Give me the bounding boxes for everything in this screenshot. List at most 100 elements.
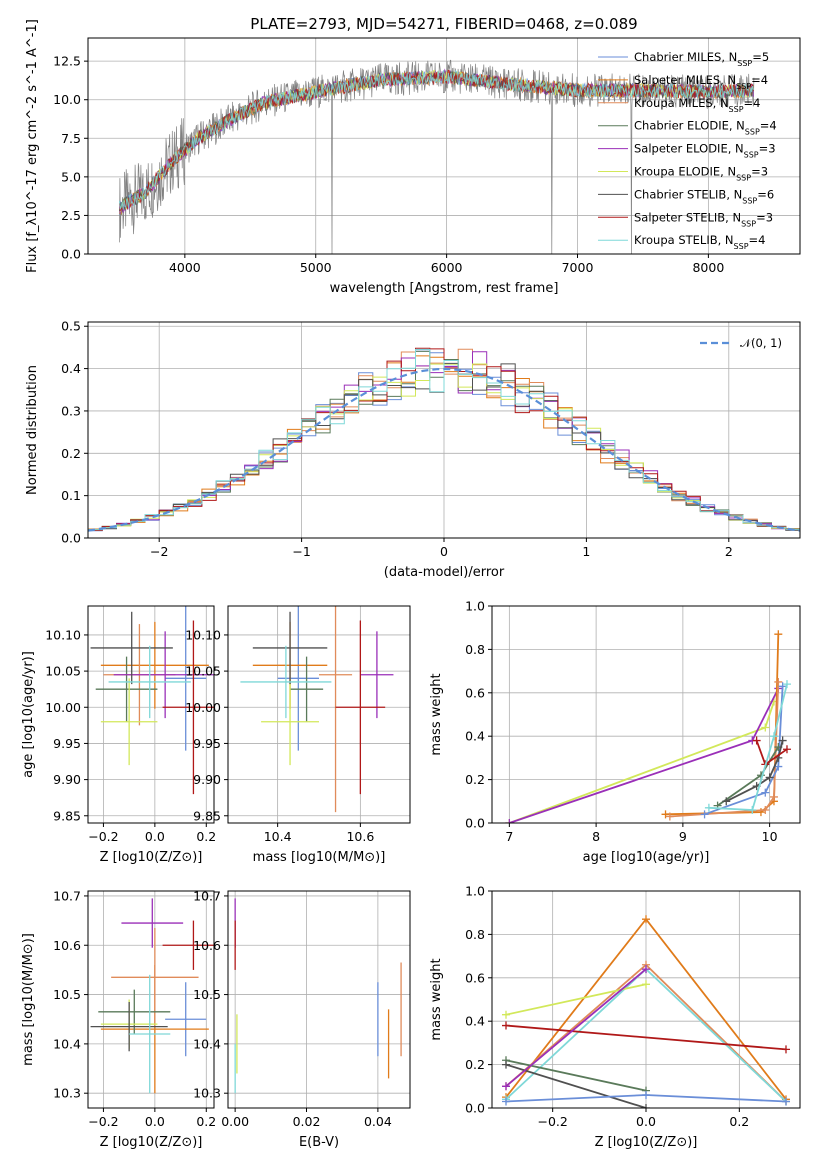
- legend-subscript: SSP: [744, 150, 759, 159]
- x-axis-label: wavelength [Angstrom, rest frame]: [330, 281, 559, 296]
- series-marker: [761, 723, 770, 732]
- x-tick-label: −0.2: [88, 1114, 118, 1129]
- series-marker: [761, 788, 770, 797]
- axes-frame: [491, 605, 801, 824]
- y-tick-label: 0.5: [61, 319, 81, 334]
- plot-area: [502, 915, 790, 1108]
- legend-entry: Chabrier STELIB, NSSP=6: [634, 187, 774, 205]
- y-tick-label: 12.5: [53, 54, 81, 69]
- series-marker: [502, 1082, 510, 1091]
- model-spectrum: [118, 69, 754, 211]
- series-marker: [642, 965, 650, 974]
- y-tick-label: 0.6: [465, 970, 485, 985]
- y-tick-label: 10.7: [53, 888, 81, 903]
- legend-subscript: SSP: [745, 127, 760, 136]
- legend-count: =3: [751, 165, 768, 179]
- y-tick-label: 7.5: [61, 131, 81, 146]
- y-tick-label: 9.95: [193, 736, 221, 751]
- legend: Chabrier MILES, NSSP=5 Salpeter MILES, NS…: [598, 50, 777, 251]
- series-marker: [502, 1097, 510, 1106]
- y-tick-label: 0.6: [465, 685, 485, 700]
- y-tick-label: 1.0: [465, 884, 485, 899]
- y-axis-label: Normed distribution: [25, 365, 40, 495]
- errorbar-point: [240, 645, 332, 719]
- x-tick-label: 0.2: [196, 1114, 216, 1129]
- x-tick-label: 0: [440, 544, 448, 559]
- x-tick-label: 6000: [431, 260, 463, 275]
- x-axis-label: (data-model)/error: [384, 565, 505, 580]
- x-tick-label: 9: [679, 829, 687, 844]
- series-marker: [748, 805, 757, 814]
- legend-subscript: SSP: [742, 196, 757, 205]
- x-tick-label: 0.0: [145, 829, 165, 844]
- series-marker: [782, 1097, 790, 1106]
- errorbar-point: [121, 898, 184, 948]
- y-tick-label: 0.1: [61, 488, 81, 503]
- y-tick-label: 9.95: [53, 736, 81, 751]
- y-axis-label: mass weight: [429, 673, 444, 755]
- series-marker: [778, 736, 787, 745]
- y-tick-label: 10.10: [185, 627, 221, 642]
- errorbar-point: [261, 678, 319, 766]
- y-tick-label: 1.0: [465, 599, 485, 614]
- x-tick-label: 0.02: [293, 1114, 321, 1129]
- y-tick-label: 10.5: [193, 987, 221, 1002]
- y-axis-label: mass [log10(M/M⊙)]: [21, 933, 36, 1066]
- panel-age_vs_mass: 10.4 10.6 9.85 9.90 9.95 10.00 10.05 10.10 mass …: [185, 605, 411, 865]
- y-tick-label: 10.3: [53, 1086, 81, 1101]
- series-marker: [778, 682, 787, 691]
- x-tick-label: 10: [762, 829, 778, 844]
- legend-entry: Chabrier MILES, NSSP=5: [634, 50, 769, 68]
- series-line: [505, 968, 647, 1087]
- series-marker: [774, 677, 783, 686]
- panel-residuals: −2 −1 0 1 2 0.0 0.1 0.2 0.3 0.4 0.5 (data-model)/er…: [25, 319, 801, 580]
- errorbar-point: [100, 621, 209, 709]
- series-marker: [502, 1060, 510, 1069]
- series-marker: [502, 1021, 510, 1030]
- series-marker: [700, 810, 709, 819]
- series-marker: [774, 630, 783, 639]
- y-tick-label: 0.8: [465, 642, 485, 657]
- errorbar-point: [319, 606, 353, 813]
- y-tick-label: 0.4: [465, 1014, 485, 1029]
- plot-area: [505, 630, 791, 823]
- series-marker: [782, 1045, 790, 1054]
- panel-age_vs_Z: −0.2 0.0 0.2 9.85 9.90 9.95 10.00 10.05 10.10 Z […: [21, 605, 216, 865]
- series-marker: [774, 762, 783, 771]
- x-axis-label: Z [log10(Z/Z⊙)]: [100, 850, 203, 865]
- x-axis-label: Z [log10(Z/Z⊙)]: [100, 1135, 203, 1150]
- errorbar-point: [277, 606, 319, 751]
- y-tick-label: 0.4: [465, 729, 485, 744]
- y-tick-label: 0.2: [465, 772, 485, 787]
- legend-subscript: SSP: [729, 104, 744, 113]
- x-tick-label: 2: [725, 544, 733, 559]
- series-line: [505, 1059, 647, 1092]
- errorbar-point: [335, 620, 386, 795]
- plot-area: [118, 59, 755, 254]
- y-tick-label: 10.05: [45, 664, 81, 679]
- x-tick-label: 0.2: [729, 1114, 749, 1129]
- y-tick-label: 0.0: [61, 247, 81, 262]
- series-line: [505, 1024, 787, 1051]
- y-tick-label: 10.3: [193, 1086, 221, 1101]
- x-tick-label: 7: [505, 829, 513, 844]
- panel-mass_vs_EBV: 0.00 0.02 0.04 10.3 10.4 10.5 10.6 10.7 E(B-V): [193, 888, 411, 1150]
- plot-area: [234, 898, 402, 1094]
- legend-subscript: SSP: [736, 81, 751, 90]
- errorbar-point: [290, 656, 324, 722]
- legend-entry: Kroupa STELIB, NSSP=4: [634, 233, 765, 251]
- series-marker: [642, 980, 650, 989]
- x-tick-label: 8: [592, 829, 600, 844]
- legend-count: =4: [744, 96, 761, 110]
- x-tick-label: 0.2: [196, 829, 216, 844]
- series-marker: [761, 805, 770, 814]
- errorbar-point: [90, 611, 173, 685]
- x-tick-label: 5000: [300, 260, 332, 275]
- x-axis-label: Z [log10(Z/Z⊙)]: [595, 1135, 698, 1150]
- series-marker: [752, 736, 761, 745]
- model-spectrum: [118, 69, 754, 210]
- plot-area: [240, 606, 394, 813]
- x-axis-label: E(B-V): [299, 1135, 339, 1150]
- histogram-step: [88, 347, 800, 531]
